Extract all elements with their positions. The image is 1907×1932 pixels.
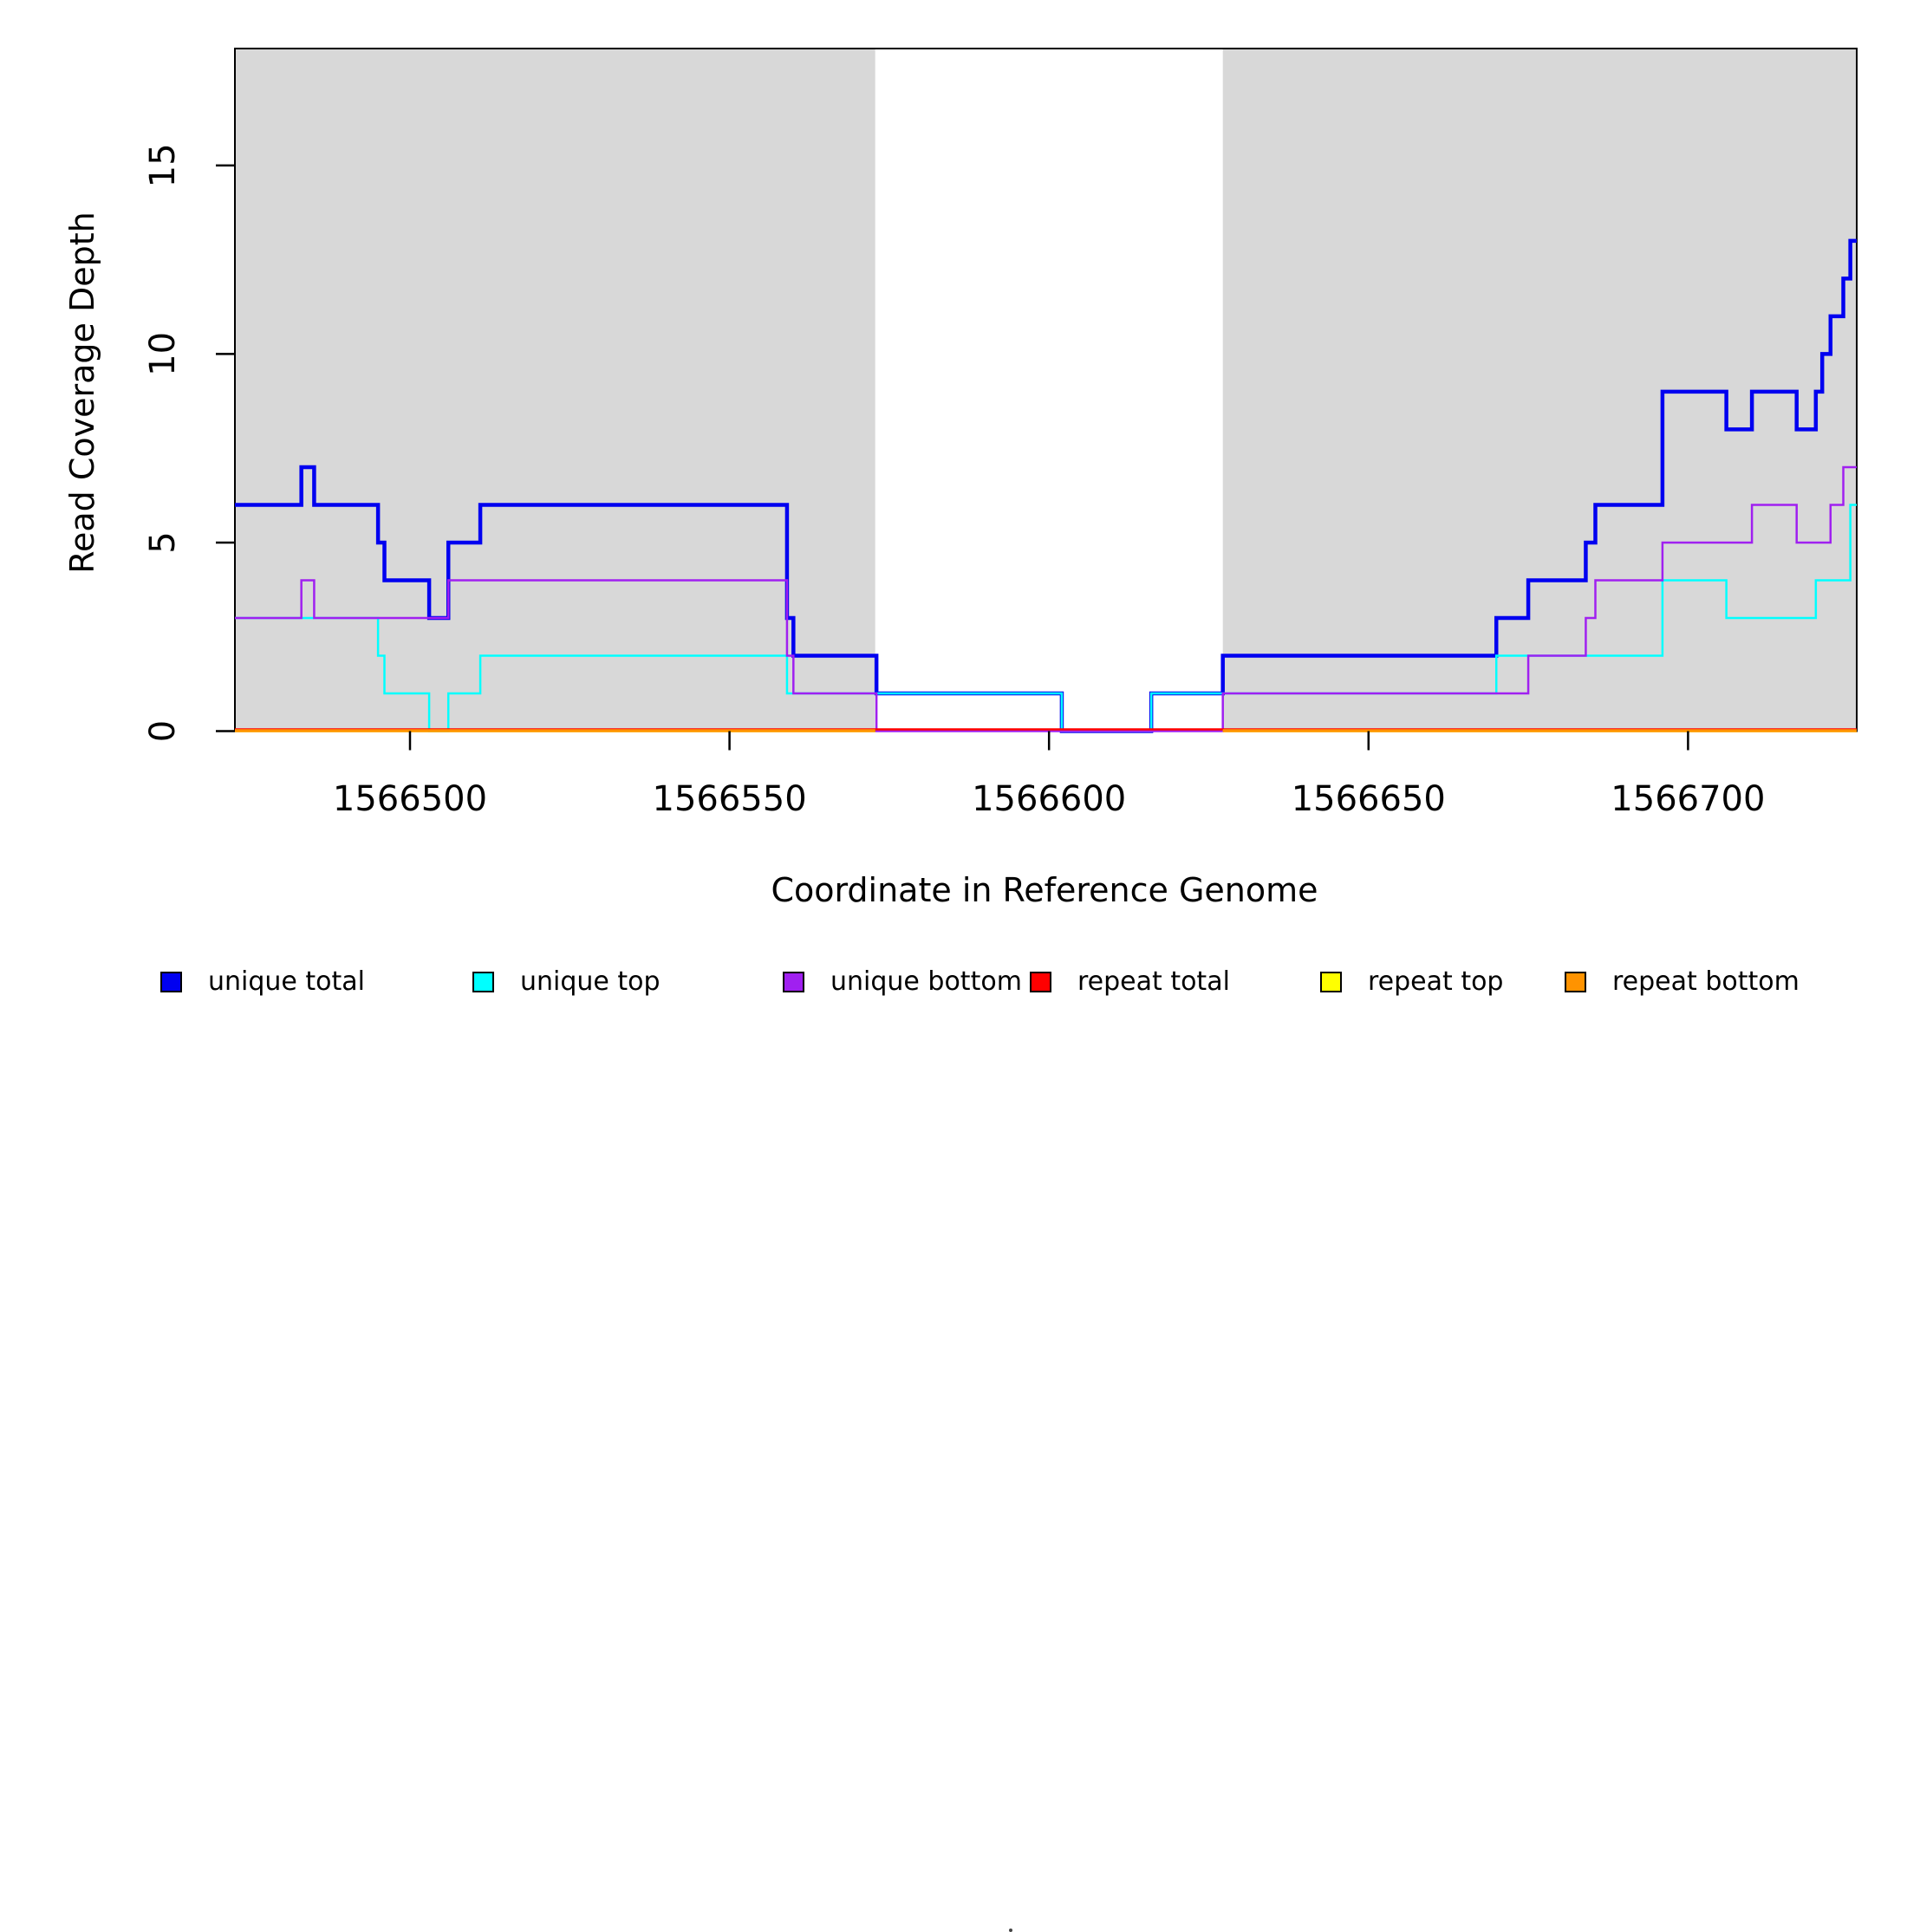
y-tick-label: 0 xyxy=(143,720,183,742)
x-axis-title: Coordinate in Reference Genome xyxy=(771,871,1318,909)
coverage-chart: 1566500 1566550 1566600 1566650 1566700 0 5 10 1… xyxy=(0,48,1907,1932)
series-unique-top xyxy=(235,504,1857,732)
legend: unique total unique top unique bottom re… xyxy=(0,960,1907,1932)
y-tick-label: 15 xyxy=(143,143,183,187)
legend-label: repeat total xyxy=(1077,966,1230,997)
x-tick-label: 1566500 xyxy=(333,779,487,819)
repeat-region-shading xyxy=(235,49,875,732)
legend-label: repeat top xyxy=(1368,966,1504,997)
legend-label: unique bottom xyxy=(830,966,1022,997)
unique-total-swatch xyxy=(160,972,182,992)
x-tick-label: 1566600 xyxy=(972,779,1126,819)
repeat-total-swatch xyxy=(1030,972,1051,992)
x-tick-label: 1566700 xyxy=(1611,779,1765,819)
y-tick-label: 5 xyxy=(143,531,183,553)
legend-label: unique total xyxy=(208,966,366,997)
unique-bottom-swatch xyxy=(783,972,804,992)
x-tick-label: 1566650 xyxy=(1292,779,1446,819)
legend-label: unique top xyxy=(520,966,661,997)
y-axis-title: Read Coverage Depth xyxy=(63,211,101,574)
unique-top-swatch xyxy=(472,972,494,992)
series-unique-bottom xyxy=(235,465,1857,732)
repeat-top-swatch xyxy=(1320,972,1342,992)
legend-label: repeat bottom xyxy=(1612,966,1800,997)
plot-area-svg: 1566500 1566550 1566600 1566650 1566700 0 5 10 1… xyxy=(143,48,1858,819)
stray-dot-mark xyxy=(1009,1929,1012,1932)
series-unique-total xyxy=(235,238,1857,733)
y-tick-label: 10 xyxy=(143,332,183,376)
x-tick-label: 1566550 xyxy=(653,779,807,819)
repeat-bottom-swatch xyxy=(1565,972,1586,992)
